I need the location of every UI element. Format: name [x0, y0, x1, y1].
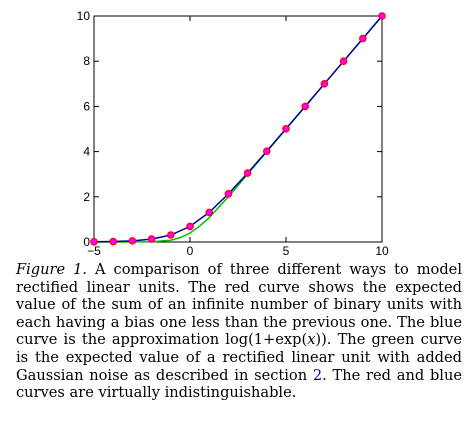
data-point-marker: [320, 80, 329, 88]
series-line: [93, 15, 383, 243]
data-point-marker: [358, 34, 367, 43]
axes-box: [93, 15, 383, 243]
data-point-marker: [147, 235, 156, 243]
data-point-marker: [339, 57, 348, 66]
x-tick-label: 5: [283, 244, 290, 258]
series-2: [90, 12, 386, 246]
y-tick-label: 4: [83, 145, 90, 159]
y-tick-label: 0: [83, 235, 90, 249]
series-layer: [90, 12, 386, 246]
data-point-marker: [186, 222, 194, 231]
x-tick-label: 10: [375, 244, 389, 258]
section-reference-link[interactable]: 2: [312, 366, 323, 384]
caption-text-1: A comparison of three different ways to …: [16, 261, 462, 349]
y-tick-label: 8: [83, 54, 90, 68]
data-point-marker: [109, 237, 118, 246]
caption-text-2: )). The green curve is the expected valu…: [16, 331, 463, 384]
data-point-marker: [90, 237, 98, 246]
data-point-marker: [205, 208, 214, 217]
caption-math-var: x: [307, 331, 316, 349]
x-tick-label: −5: [87, 244, 101, 258]
data-point-marker: [243, 169, 252, 177]
data-point-marker: [301, 102, 310, 111]
data-point-marker: [282, 124, 290, 133]
caption-text-3: . The red and blue curves are virtually …: [16, 366, 462, 402]
y-tick-label: 2: [83, 190, 90, 204]
data-point-marker: [262, 147, 271, 155]
data-point-marker: [167, 231, 175, 239]
caption-label: Figure 1.: [16, 261, 88, 278]
series-1: [93, 15, 383, 243]
data-point-marker: [224, 190, 233, 198]
figure-caption: Figure 1. A comparison of three differen…: [16, 261, 462, 402]
x-tick-label: 0: [187, 244, 194, 258]
y-tick-label: 10: [77, 9, 91, 23]
data-point-marker: [378, 12, 386, 20]
y-tick-label: 6: [83, 99, 90, 113]
data-point-marker: [128, 237, 137, 245]
